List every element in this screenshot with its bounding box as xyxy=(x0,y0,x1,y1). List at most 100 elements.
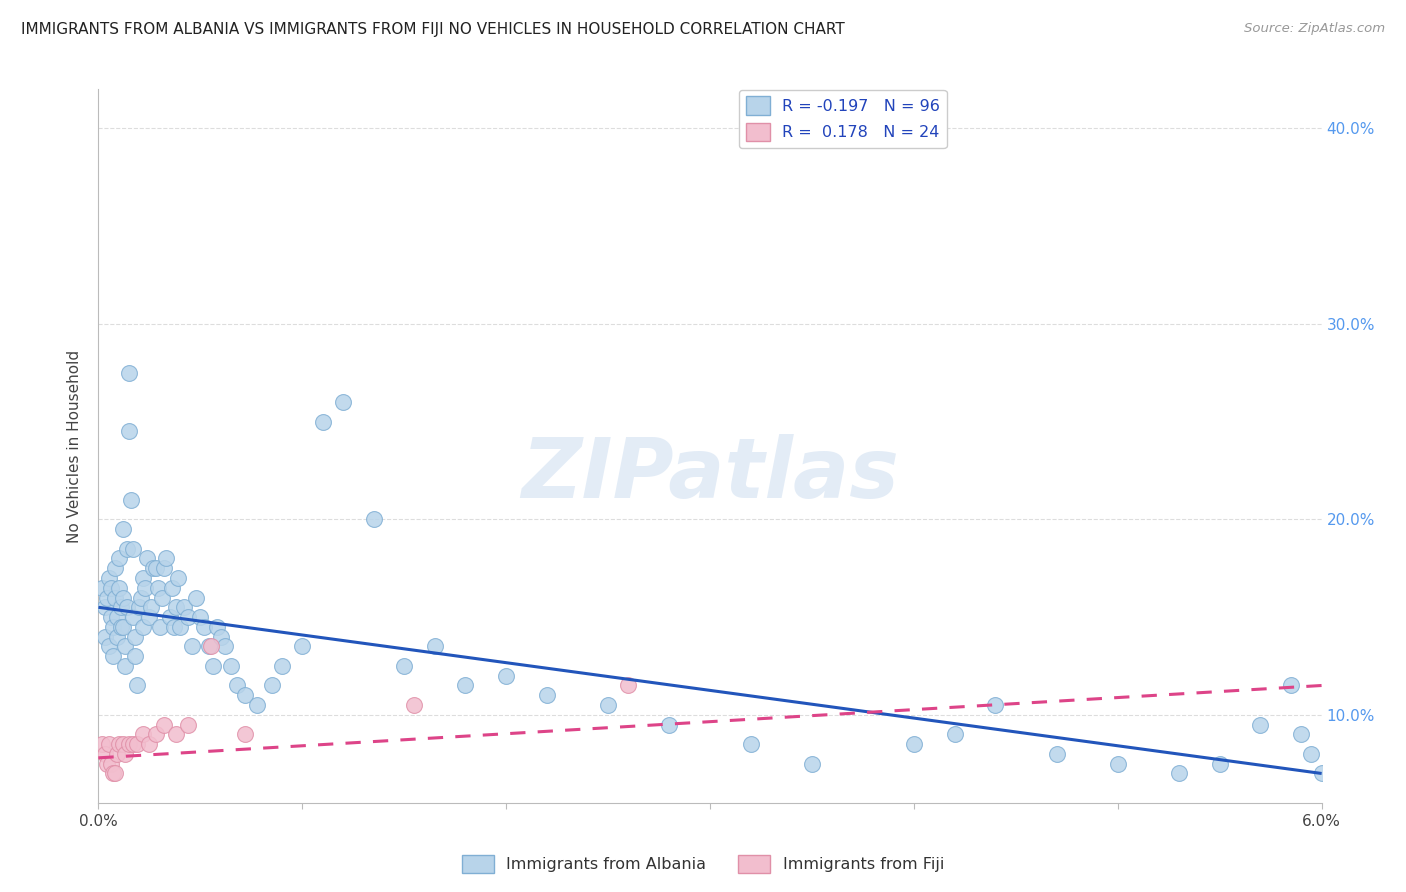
Y-axis label: No Vehicles in Household: No Vehicles in Household xyxy=(67,350,83,542)
Point xyxy=(97,571,120,585)
Point xyxy=(163,620,186,634)
Point xyxy=(219,659,242,673)
Point xyxy=(197,640,219,654)
Point xyxy=(160,581,183,595)
Point xyxy=(93,630,115,644)
Point xyxy=(193,620,215,634)
Point xyxy=(111,591,134,605)
Point xyxy=(596,698,619,712)
Point xyxy=(149,620,172,634)
Point xyxy=(423,640,446,654)
Point xyxy=(1045,747,1067,761)
Point xyxy=(233,688,256,702)
Point xyxy=(108,737,131,751)
Point xyxy=(165,600,187,615)
Point xyxy=(100,610,122,624)
Point xyxy=(104,591,127,605)
Point xyxy=(145,561,167,575)
Point xyxy=(291,640,314,654)
Point xyxy=(903,737,925,751)
Point xyxy=(801,756,824,771)
Point xyxy=(363,512,385,526)
Point xyxy=(1208,756,1230,771)
Point xyxy=(169,620,191,634)
Point xyxy=(145,727,167,741)
Point xyxy=(105,747,128,761)
Point xyxy=(127,737,149,751)
Point xyxy=(108,551,131,566)
Point xyxy=(120,492,142,507)
Point xyxy=(186,591,208,605)
Point xyxy=(91,581,114,595)
Point xyxy=(205,620,228,634)
Point xyxy=(111,522,134,536)
Point xyxy=(177,717,200,731)
Point xyxy=(118,366,141,380)
Point xyxy=(138,610,160,624)
Point xyxy=(122,737,145,751)
Point xyxy=(1167,766,1189,780)
Point xyxy=(114,659,136,673)
Point xyxy=(159,610,181,624)
Point xyxy=(132,620,155,634)
Point xyxy=(1310,766,1333,780)
Point xyxy=(91,737,114,751)
Point xyxy=(1279,678,1302,692)
Point xyxy=(181,640,204,654)
Point xyxy=(118,425,141,439)
Point xyxy=(1301,747,1323,761)
Point xyxy=(111,620,134,634)
Point xyxy=(155,551,177,566)
Point xyxy=(114,747,136,761)
Point xyxy=(454,678,477,692)
Point xyxy=(150,591,173,605)
Point xyxy=(132,571,155,585)
Point xyxy=(93,747,115,761)
Point xyxy=(100,581,122,595)
Point xyxy=(97,640,120,654)
Point xyxy=(128,600,150,615)
Point xyxy=(108,581,131,595)
Point xyxy=(165,727,187,741)
Point xyxy=(177,610,200,624)
Point xyxy=(200,640,222,654)
Point xyxy=(129,591,152,605)
Point xyxy=(104,561,127,575)
Point xyxy=(226,678,249,692)
Point xyxy=(101,766,124,780)
Point xyxy=(233,727,256,741)
Point xyxy=(101,649,124,664)
Point xyxy=(246,698,269,712)
Point xyxy=(105,610,128,624)
Point xyxy=(96,591,118,605)
Point xyxy=(1249,717,1271,731)
Point xyxy=(122,541,145,556)
Point xyxy=(141,600,163,615)
Point xyxy=(122,610,145,624)
Text: IMMIGRANTS FROM ALBANIA VS IMMIGRANTS FROM FIJI NO VEHICLES IN HOUSEHOLD CORRELA: IMMIGRANTS FROM ALBANIA VS IMMIGRANTS FR… xyxy=(21,22,845,37)
Point xyxy=(984,698,1007,712)
Legend: Immigrants from Albania, Immigrants from Fiji: Immigrants from Albania, Immigrants from… xyxy=(456,848,950,880)
Point xyxy=(100,756,122,771)
Point xyxy=(152,717,174,731)
Point xyxy=(392,659,416,673)
Point xyxy=(124,630,146,644)
Point xyxy=(260,678,283,692)
Point xyxy=(124,649,146,664)
Point xyxy=(270,659,292,673)
Point xyxy=(173,600,195,615)
Point xyxy=(134,581,156,595)
Point xyxy=(118,737,141,751)
Point xyxy=(188,610,212,624)
Point xyxy=(114,640,136,654)
Point xyxy=(115,600,138,615)
Point xyxy=(404,698,426,712)
Point xyxy=(658,717,681,731)
Point xyxy=(201,659,224,673)
Point xyxy=(138,737,160,751)
Point xyxy=(96,756,118,771)
Point xyxy=(332,395,354,409)
Point xyxy=(536,688,558,702)
Point xyxy=(110,620,132,634)
Point xyxy=(142,561,165,575)
